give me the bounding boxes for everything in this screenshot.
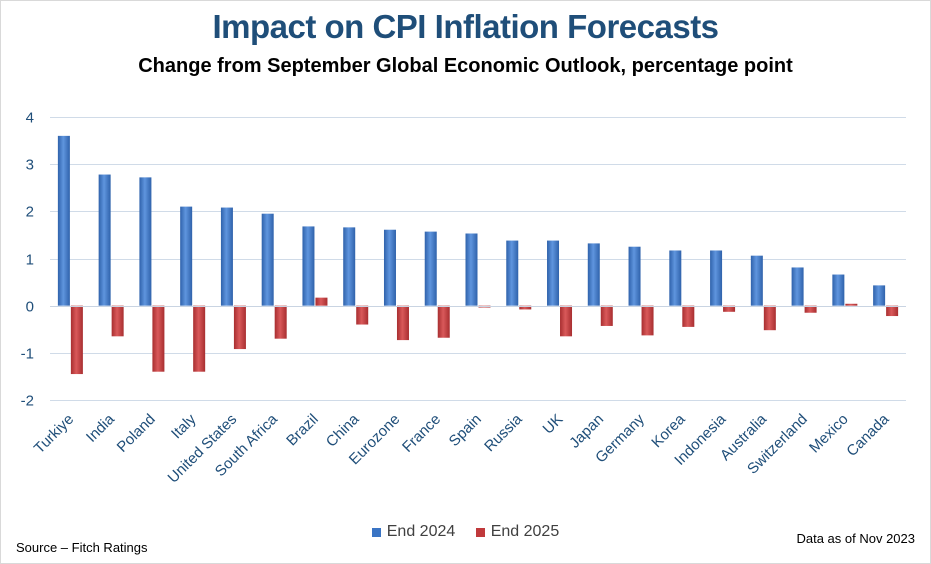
bar-end-2024: [628, 246, 641, 306]
data-date-note: Data as of Nov 2023: [796, 531, 915, 546]
legend-label-end-2024: End 2024: [386, 523, 456, 540]
x-tick-label: France: [399, 411, 444, 456]
bar-end-2024: [302, 226, 315, 306]
chart-subtitle: Change from September Global Economic Ou…: [138, 55, 793, 77]
bar-end-2025: [682, 305, 695, 327]
bar-end-2024: [57, 135, 70, 306]
bar-end-2025: [70, 305, 83, 375]
y-tick-label: 4: [26, 110, 34, 127]
legend-item-end-2025: End 2025: [475, 523, 560, 541]
bar-end-2024: [465, 233, 478, 306]
y-tick-label: 1: [26, 252, 34, 269]
bar-end-2024: [791, 267, 804, 306]
y-tick-label: 0: [26, 299, 34, 316]
legend-swatch-end-2024: [371, 527, 381, 537]
bar-end-2025: [600, 305, 613, 326]
bar-end-2025: [233, 305, 246, 350]
x-tick-label: Poland: [114, 411, 159, 456]
bar-end-2025: [886, 305, 899, 317]
bar-end-2024: [98, 174, 111, 306]
bar-end-2025: [763, 305, 776, 331]
bar-end-2025: [315, 297, 328, 306]
bar-end-2024: [669, 250, 682, 306]
bar-end-2025: [437, 305, 450, 338]
y-tick-label: 2: [26, 204, 34, 221]
chart-legend: End 2024 End 2025: [0, 523, 931, 542]
x-tick-label: UK: [540, 411, 567, 438]
legend-label-end-2025: End 2025: [490, 523, 560, 540]
bar-end-2024: [424, 231, 437, 306]
x-tick-label: Spain: [446, 411, 485, 450]
legend-item-end-2024: End 2024: [371, 523, 456, 541]
bar-end-2025: [193, 305, 206, 372]
bar-end-2025: [804, 305, 817, 313]
bar-end-2025: [111, 305, 124, 337]
bar-end-2024: [587, 243, 600, 306]
bar-end-2024: [710, 250, 723, 306]
bar-end-2025: [152, 305, 165, 372]
bar-end-2025: [845, 303, 858, 306]
bar-end-2025: [356, 305, 369, 325]
chart-title: Impact on CPI Inflation Forecasts: [212, 8, 719, 45]
bar-end-2024: [832, 274, 845, 306]
bar-end-2025: [723, 305, 736, 312]
bar-end-2024: [343, 227, 356, 306]
x-tick-label: India: [83, 410, 118, 445]
bar-end-2024: [547, 240, 560, 306]
bar-end-2024: [261, 213, 274, 306]
y-tick-label: -2: [21, 393, 34, 410]
bar-end-2025: [560, 305, 573, 337]
bar-end-2024: [220, 207, 233, 306]
x-tick-label: Russia: [481, 410, 526, 455]
y-tick-label: -1: [21, 346, 34, 363]
x-tick-label: Brazil: [283, 411, 322, 450]
bar-end-2024: [139, 177, 152, 306]
bar-end-2025: [641, 305, 654, 336]
bar-end-2025: [519, 305, 532, 310]
bar-end-2025: [396, 305, 409, 341]
bar-end-2024: [750, 255, 763, 306]
bar-end-2025: [274, 305, 287, 339]
legend-swatch-end-2025: [475, 527, 485, 537]
bar-end-2024: [873, 285, 886, 306]
x-tick-label: Italy: [168, 410, 200, 442]
y-tick-label: 3: [26, 157, 34, 174]
x-tick-label: Canada: [843, 410, 893, 460]
bar-end-2024: [180, 206, 193, 306]
bar-end-2024: [506, 240, 519, 306]
x-tick-label: Turkiye: [31, 411, 77, 457]
bar-end-2024: [383, 229, 396, 306]
source-note: Source – Fitch Ratings: [16, 540, 148, 555]
